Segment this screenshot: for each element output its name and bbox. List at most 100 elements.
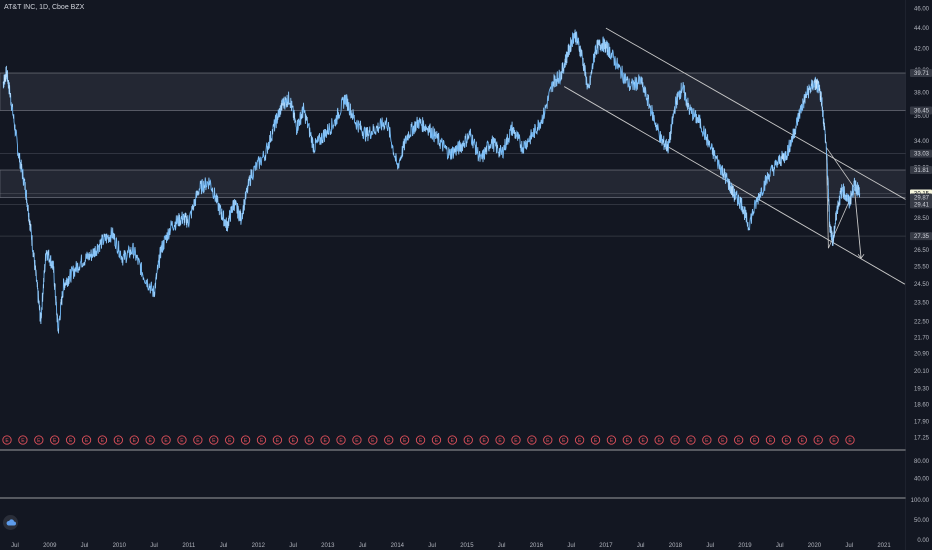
earnings-marker[interactable]: E	[606, 435, 617, 445]
earnings-marker[interactable]: E	[256, 435, 267, 445]
earnings-marker-circle	[654, 435, 664, 445]
earnings-marker-circle	[209, 435, 219, 445]
earnings-marker[interactable]: E	[161, 435, 171, 445]
earnings-marker[interactable]: E	[320, 435, 330, 445]
earnings-marker-circle	[718, 435, 728, 445]
earnings-marker[interactable]: E	[415, 435, 426, 445]
earnings-marker-circle	[288, 435, 298, 445]
x-tick-label: Jul	[637, 543, 645, 549]
earnings-marker-label: E	[419, 438, 423, 444]
earnings-marker[interactable]: E	[272, 435, 283, 445]
earnings-marker[interactable]: E	[34, 435, 44, 445]
earnings-marker-circle	[225, 435, 235, 445]
earnings-marker[interactable]: E	[81, 435, 92, 445]
earnings-marker[interactable]: E	[495, 435, 505, 445]
earnings-marker[interactable]: E	[845, 435, 855, 445]
earnings-marker[interactable]: E	[431, 435, 442, 445]
earnings-marker[interactable]: E	[638, 435, 648, 445]
earnings-marker[interactable]: E	[288, 435, 298, 445]
y-tick-label: 44.00	[914, 26, 930, 32]
earnings-marker[interactable]: E	[145, 435, 155, 445]
earnings-marker-circle	[336, 435, 346, 445]
earnings-marker[interactable]: E	[686, 435, 696, 445]
earnings-marker[interactable]: E	[574, 435, 585, 445]
earnings-marker[interactable]: E	[225, 435, 235, 445]
earnings-marker[interactable]: E	[622, 435, 632, 445]
y-tick-label: 20.10	[914, 369, 930, 375]
price-axis[interactable]: 46.0044.0042.0040.0038.0036.0034.0032.00…	[906, 0, 932, 550]
earnings-marker[interactable]: E	[749, 435, 760, 445]
earnings-marker-label: E	[737, 438, 741, 444]
earnings-marker[interactable]: E	[813, 435, 823, 445]
earnings-marker-circle	[97, 435, 108, 445]
earnings-marker-circle	[686, 435, 696, 445]
earnings-marker[interactable]: E	[129, 435, 139, 445]
earnings-marker[interactable]: E	[304, 435, 314, 445]
earnings-marker[interactable]: E	[543, 435, 553, 445]
price-label-text: 36.45	[914, 108, 930, 114]
earnings-marker[interactable]: E	[670, 435, 680, 445]
earnings-marker-label: E	[514, 438, 518, 444]
y-tick-label: 18.60	[914, 403, 930, 409]
earnings-marker-label: E	[117, 438, 121, 444]
earnings-marker-circle	[256, 435, 267, 445]
earnings-marker[interactable]: E	[384, 435, 394, 445]
time-axis[interactable]: Jul 2009 Jul 2010 Jul 2011 Jul 2012 Jul 2013 Jul 20…	[11, 543, 891, 549]
earnings-marker[interactable]: E	[177, 435, 187, 445]
y-tick-label: 20.90	[914, 352, 930, 358]
earnings-marker[interactable]: E	[527, 435, 537, 445]
earnings-marker[interactable]: E	[654, 435, 664, 445]
y-tick-label: 46.00	[914, 7, 930, 13]
earnings-marker-circle	[495, 435, 505, 445]
earnings-marker[interactable]: E	[829, 435, 839, 445]
earnings-marker[interactable]: E	[65, 435, 76, 445]
price-label-text: 39.71	[914, 71, 930, 77]
earnings-marker[interactable]: E	[718, 435, 728, 445]
earnings-marker[interactable]: E	[781, 435, 792, 445]
earnings-marker[interactable]: E	[765, 435, 776, 445]
y-tick-label: 22.50	[914, 319, 930, 325]
earnings-marker[interactable]: E	[97, 435, 108, 445]
x-tick-label: 2009	[43, 543, 57, 549]
earnings-marker-label: E	[562, 438, 566, 444]
price-level-label: 36.45	[910, 106, 932, 115]
x-tick-label: 2010	[113, 543, 127, 549]
earnings-marker[interactable]: E	[463, 435, 473, 445]
price-label-box	[910, 193, 932, 202]
x-tick-label: 2018	[669, 543, 683, 549]
earnings-marker[interactable]: E	[511, 435, 521, 445]
earnings-marker-circle	[638, 435, 648, 445]
earnings-marker[interactable]: E	[336, 435, 346, 445]
earnings-marker-circle	[463, 435, 473, 445]
earnings-marker[interactable]: E	[479, 435, 489, 445]
earnings-marker-label: E	[53, 438, 57, 444]
x-tick-label: Jul	[776, 543, 784, 549]
earnings-marker[interactable]: E	[734, 435, 744, 445]
earnings-marker[interactable]: E	[702, 435, 712, 445]
earnings-marker-circle	[352, 435, 362, 445]
earnings-marker[interactable]: E	[240, 435, 251, 445]
earnings-marker[interactable]: E	[50, 435, 60, 445]
earnings-marker-circle	[845, 435, 855, 445]
earnings-marker[interactable]: E	[797, 435, 807, 445]
y-tick-label: 42.00	[914, 47, 930, 53]
earnings-marker[interactable]: E	[447, 435, 458, 445]
earnings-marker[interactable]: E	[590, 435, 601, 445]
earnings-marker[interactable]: E	[559, 435, 569, 445]
earnings-marker[interactable]: E	[193, 435, 203, 445]
earnings-marker-label: E	[689, 438, 693, 444]
earnings-marker-circle	[368, 435, 378, 445]
earnings-marker[interactable]: E	[113, 435, 123, 445]
y-tick-label: 23.50	[914, 300, 930, 306]
earnings-marker-label: E	[451, 438, 455, 444]
earnings-marker[interactable]: E	[18, 435, 28, 445]
price-zone	[0, 169, 907, 198]
earnings-marker[interactable]: E	[2, 435, 12, 445]
earnings-marker[interactable]: E	[399, 435, 410, 445]
earnings-marker[interactable]: E	[209, 435, 219, 445]
earnings-marker[interactable]: E	[368, 435, 378, 445]
cloud-icon[interactable]	[3, 515, 18, 530]
earnings-marker[interactable]: E	[352, 435, 362, 445]
earnings-marker-label: E	[657, 438, 661, 444]
